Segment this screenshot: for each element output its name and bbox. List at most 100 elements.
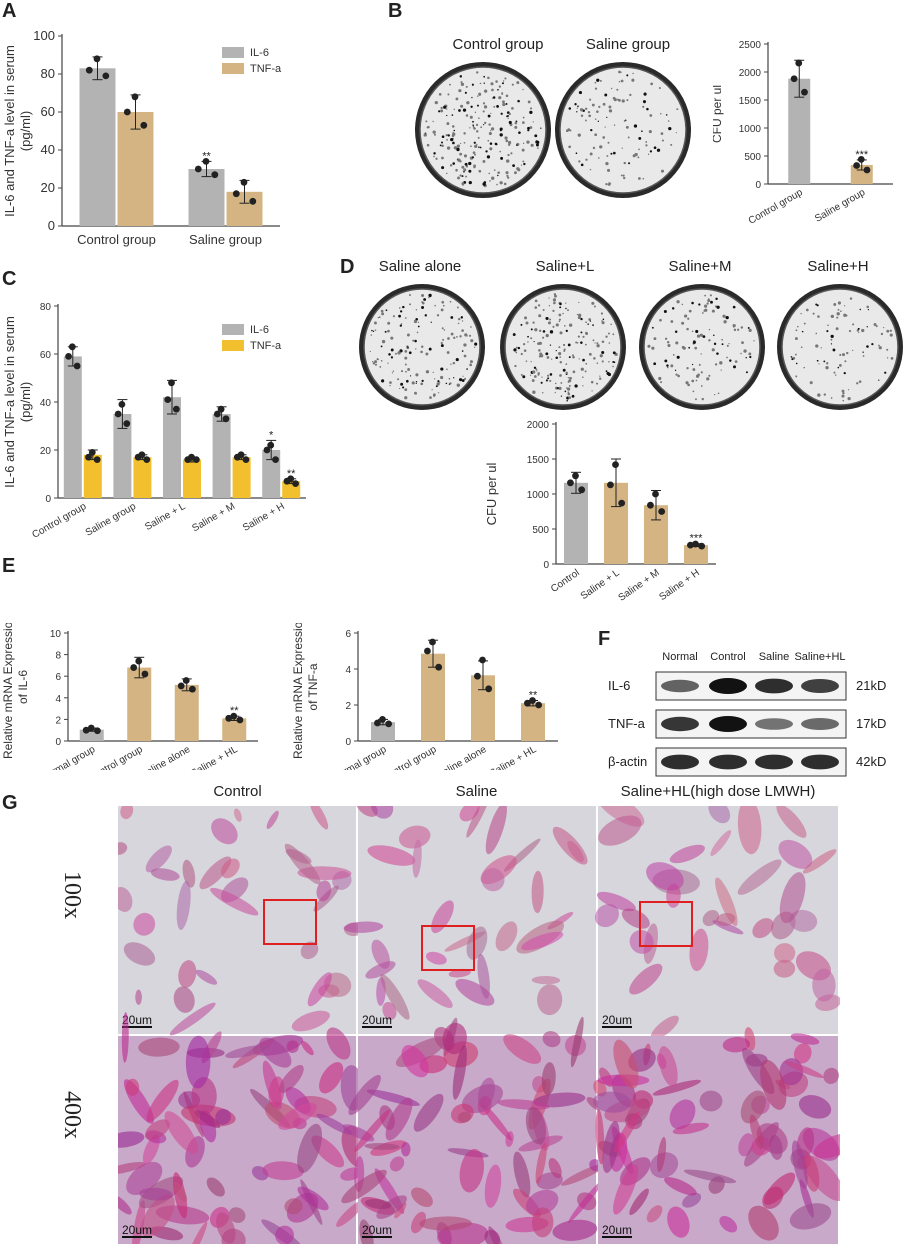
colony: [621, 147, 623, 149]
tissue-texture: [371, 939, 390, 969]
protein-band: [801, 718, 839, 730]
data-point: [141, 670, 149, 678]
colony: [425, 120, 428, 123]
colony: [728, 342, 730, 345]
colony: [890, 357, 894, 360]
colony: [384, 330, 387, 333]
colony: [595, 382, 599, 385]
y-tick-label: 4: [55, 694, 61, 705]
colony: [605, 161, 609, 166]
colony: [496, 183, 498, 186]
data-point: [131, 93, 139, 101]
data-point: [68, 343, 76, 351]
colony: [526, 140, 530, 144]
colony: [631, 78, 635, 82]
colony: [517, 99, 520, 103]
panel-letter: A: [2, 0, 17, 22]
colony: [500, 112, 503, 115]
colony: [513, 348, 517, 352]
colony: [582, 385, 584, 387]
colony: [440, 344, 444, 348]
colony: [562, 312, 564, 315]
colony: [647, 153, 650, 156]
colony: [571, 394, 575, 398]
colony: [656, 148, 661, 152]
colony: [577, 105, 579, 108]
colony: [668, 126, 672, 131]
colony: [604, 93, 608, 97]
data-point: [73, 362, 81, 370]
colony: [645, 144, 648, 147]
legend-swatch: [222, 47, 244, 58]
data-point: [82, 726, 90, 734]
colony: [797, 325, 799, 328]
colony: [830, 338, 833, 341]
colony: [504, 136, 508, 140]
colony: [500, 156, 504, 160]
tissue-texture: [178, 960, 197, 988]
colony: [499, 129, 502, 132]
colony: [602, 318, 605, 321]
colony: [435, 385, 438, 388]
colony: [470, 145, 472, 148]
significance-label: ***: [855, 149, 869, 161]
colony: [385, 309, 388, 312]
colony: [676, 355, 680, 359]
colony: [404, 356, 408, 360]
colony: [567, 309, 569, 312]
colony: [520, 323, 523, 326]
colony: [527, 335, 529, 338]
bar: [684, 545, 708, 564]
colony: [594, 87, 598, 90]
colony: [666, 366, 669, 369]
colony: [472, 151, 476, 154]
colony: [594, 81, 597, 84]
colony: [441, 156, 444, 160]
protein-band: [709, 754, 747, 770]
colony: [638, 136, 642, 140]
colony: [873, 323, 877, 327]
data-point: [114, 410, 122, 418]
colony: [861, 328, 865, 333]
colony: [530, 328, 533, 331]
colony: [414, 339, 417, 343]
colony: [395, 352, 397, 355]
colony: [414, 391, 417, 395]
tissue-texture: [621, 908, 650, 929]
colony: [501, 93, 504, 95]
data-point: [267, 441, 275, 449]
colony: [675, 131, 677, 134]
data-point: [217, 405, 225, 413]
colony: [440, 109, 444, 113]
colony: [399, 387, 401, 390]
colony: [599, 145, 603, 149]
colony: [602, 136, 605, 139]
tissue-texture: [672, 1122, 710, 1135]
colony: [826, 330, 829, 333]
tissue-texture: [225, 1045, 268, 1059]
colony: [457, 317, 461, 321]
data-point: [123, 420, 131, 427]
colony: [445, 133, 448, 137]
panel-a: A 0 20 40 60 80 100 IL-6 and TNF-a level in se…: [0, 0, 330, 260]
colony: [559, 356, 562, 358]
colony: [628, 162, 631, 165]
colony: [791, 358, 794, 361]
colony: [852, 349, 854, 352]
y-tick-label: 10: [50, 629, 62, 640]
colony: [839, 353, 842, 357]
colony: [691, 330, 694, 333]
colony: [605, 370, 608, 373]
colony: [469, 127, 471, 129]
colony: [741, 341, 744, 345]
bar: [212, 414, 231, 498]
colony: [495, 80, 498, 83]
colony: [687, 317, 690, 320]
colony: [558, 386, 562, 391]
significance-label: **: [287, 468, 296, 480]
colony: [464, 91, 467, 94]
colony: [703, 309, 706, 312]
western-blot: Normal Control Saline Saline+HL IL-6 21kD TNF-…: [608, 651, 886, 777]
colony: [445, 108, 448, 110]
colony: [594, 342, 596, 344]
